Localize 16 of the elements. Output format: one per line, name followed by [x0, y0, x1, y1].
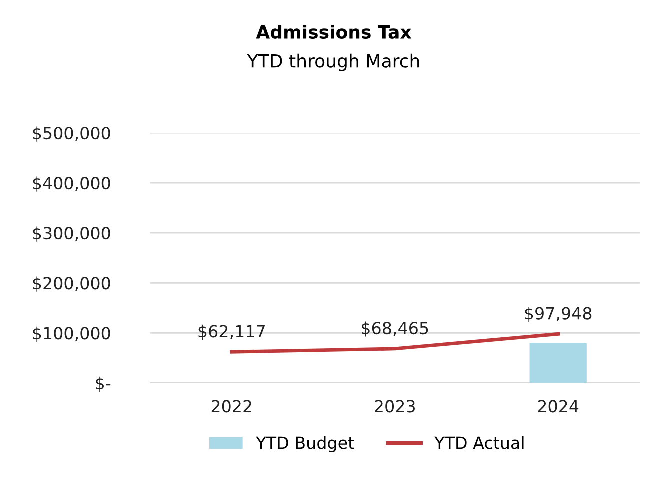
x-tick-label: 2024	[538, 400, 579, 413]
y-tick-label: $400,000	[33, 176, 110, 192]
data-label: $68,465	[362, 322, 428, 337]
y-tick-label: $100,000	[33, 326, 110, 342]
chart-title: Admissions Tax	[256, 25, 412, 39]
data-label: $62,117	[198, 324, 265, 340]
y-tick-label: $-	[96, 376, 111, 392]
y-tick-label: $500,000	[33, 126, 110, 142]
x-tick-label: 2022	[212, 400, 252, 413]
x-tick-label: 2023	[375, 400, 415, 413]
legend-label: YTD Budget	[256, 436, 354, 453]
y-tick-label: $200,000	[33, 276, 110, 292]
chart-subtitle: YTD through March	[247, 54, 420, 72]
y-tick-label: $300,000	[33, 226, 110, 242]
data-label: $97,948	[525, 306, 592, 322]
legend-label: YTD Actual	[434, 436, 524, 450]
